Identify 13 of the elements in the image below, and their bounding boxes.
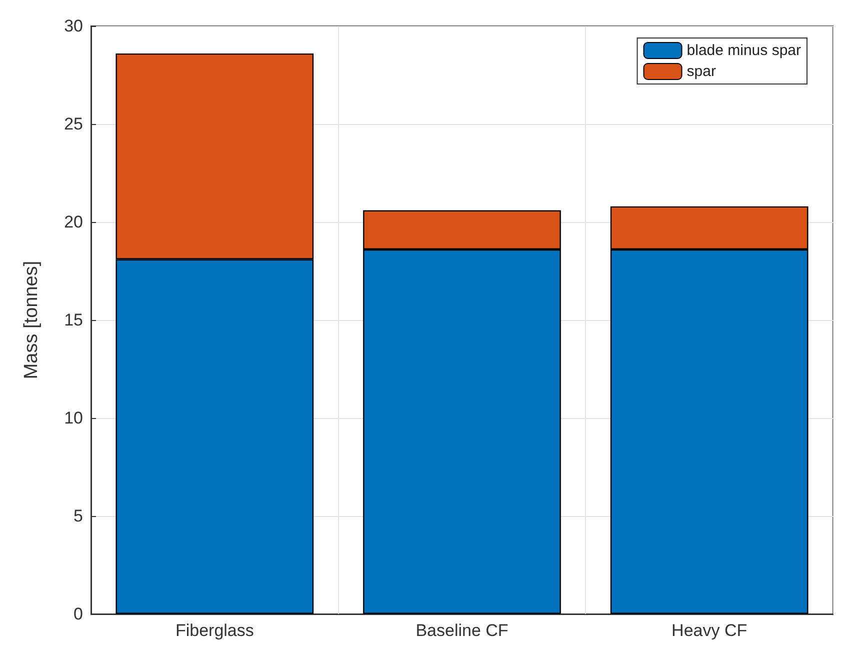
y-tick-label: 0: [74, 604, 83, 624]
legend-label: spar: [686, 63, 716, 80]
y-tick-label: 5: [74, 506, 83, 526]
y-axis-title: Mass [tonnes]: [21, 260, 42, 380]
legend-label: blade minus spar: [686, 42, 802, 59]
x-tick-label: Heavy CF: [672, 621, 748, 640]
y-tick-label: 10: [64, 408, 83, 428]
y-tick-label: 30: [64, 16, 83, 36]
x-tick-label: Baseline CF: [416, 621, 508, 640]
x-tick-label: Fiberglass: [175, 621, 254, 640]
y-tick-label: 25: [64, 114, 83, 134]
y-tick-label: 15: [64, 310, 83, 330]
y-tick-label: 20: [64, 212, 83, 232]
